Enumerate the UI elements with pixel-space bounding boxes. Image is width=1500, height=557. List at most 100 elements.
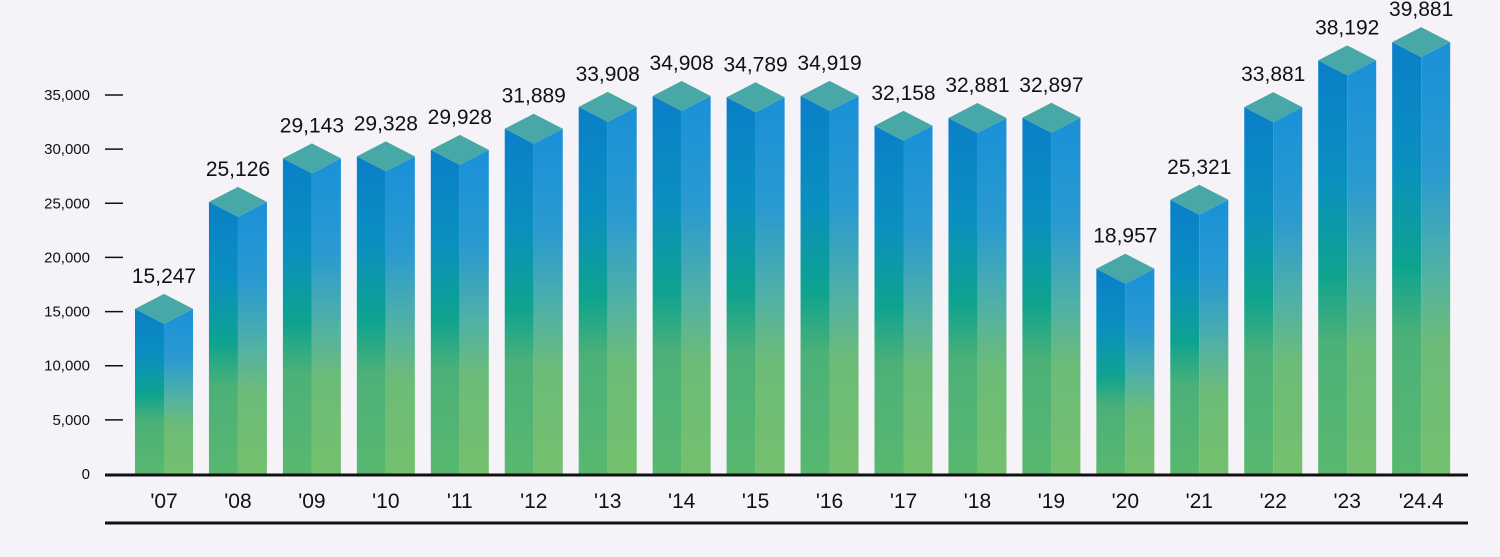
y-tick-label: 35,000 — [44, 87, 90, 104]
data-label: 38,192 — [1315, 16, 1379, 39]
data-label: 33,881 — [1241, 63, 1305, 86]
bar — [1096, 253, 1155, 474]
bar-top-cap — [1022, 102, 1081, 133]
data-label: 25,126 — [206, 158, 270, 181]
data-label: 34,908 — [650, 52, 714, 75]
data-label: 18,957 — [1093, 225, 1157, 248]
bar-top-cap — [1170, 184, 1229, 215]
y-tick-label: 25,000 — [44, 195, 90, 212]
bar-top-cap — [800, 80, 859, 111]
bar-face-left — [1244, 107, 1274, 474]
y-tick-label: 0 — [82, 466, 90, 483]
bar — [135, 293, 193, 474]
y-tick-label: 5,000 — [52, 412, 90, 429]
bar-top-cap — [282, 143, 341, 174]
bar-top-cap — [504, 113, 563, 144]
bar-face-left — [578, 106, 608, 474]
data-label: 33,908 — [576, 63, 640, 86]
y-tick-label: 15,000 — [44, 304, 90, 321]
bar-face-right — [1421, 42, 1451, 474]
data-label: 29,143 — [280, 114, 344, 137]
bar — [652, 80, 711, 475]
bar-face-right — [681, 95, 711, 475]
bar-face-right — [164, 308, 193, 474]
x-tick-label: '22 — [1260, 490, 1287, 513]
data-label: 32,881 — [945, 74, 1009, 97]
bar — [1318, 45, 1377, 474]
bar-face-right — [1051, 117, 1081, 474]
bar-top-cap — [726, 82, 785, 113]
bar-face-left — [356, 156, 386, 474]
bar — [800, 80, 859, 475]
bar-face-right — [1273, 107, 1303, 474]
x-tick-label: '08 — [224, 490, 251, 513]
bar-face-right — [1199, 199, 1229, 474]
bar — [948, 102, 1007, 474]
x-tick-label: '19 — [1038, 490, 1065, 513]
x-tick-label: '11 — [447, 490, 473, 513]
data-label: 34,919 — [797, 52, 861, 75]
bar-top-cap — [874, 110, 933, 141]
y-tick-label: 30,000 — [44, 141, 90, 158]
bar — [282, 143, 341, 474]
bar-face-left — [430, 149, 460, 474]
bar-face-right — [903, 125, 933, 474]
bar — [1170, 184, 1229, 474]
x-tick-label: '09 — [298, 490, 325, 513]
data-label: 32,897 — [1019, 74, 1083, 97]
x-tick-label: '16 — [816, 490, 843, 513]
x-tick-label: '24.4 — [1399, 490, 1444, 513]
x-tick-label: '13 — [594, 490, 621, 513]
bar-top-cap — [356, 141, 415, 172]
bar — [578, 91, 637, 474]
bar-face-left — [1170, 199, 1200, 474]
y-axis: 0 5,000 10,000 15,000 20,000 25,000 30,000 35,0… — [44, 87, 123, 483]
bar-top-cap — [430, 134, 489, 165]
x-tick-label: '12 — [520, 490, 547, 513]
x-tick-label: '17 — [890, 490, 917, 513]
x-tick-label: '14 — [668, 490, 696, 513]
bar-face-right — [1347, 60, 1377, 474]
x-tick-label: '07 — [150, 490, 177, 513]
bar-top-cap — [1096, 253, 1155, 284]
data-label: 29,928 — [428, 106, 492, 129]
bar-face-left — [1318, 60, 1348, 474]
bar-face-left — [1022, 117, 1052, 474]
bar-top-cap — [1244, 92, 1303, 123]
bar — [1392, 27, 1451, 474]
bar-face-right — [755, 97, 785, 475]
x-tick-label: '23 — [1334, 490, 1361, 513]
data-label: 39,881 — [1389, 0, 1453, 21]
bar-face-left — [504, 128, 534, 474]
bar-face-right — [533, 128, 563, 474]
bar-face-left — [208, 201, 238, 474]
bar-top-cap — [1318, 45, 1377, 76]
data-label: 34,789 — [723, 53, 787, 76]
bar — [356, 141, 415, 474]
bar-face-left — [726, 97, 756, 475]
bar-face-left — [800, 95, 830, 475]
data-label: 15,247 — [132, 265, 196, 288]
bar-face-left — [1096, 268, 1126, 474]
data-label: 31,889 — [502, 85, 566, 108]
bar-face-left — [948, 117, 978, 474]
bar-top-cap — [208, 186, 267, 217]
bar-top-cap — [1392, 27, 1451, 58]
x-tick-label: '18 — [964, 490, 991, 513]
bar-top-cap — [135, 293, 193, 324]
bar — [1022, 102, 1081, 474]
bar-face-right — [385, 156, 415, 474]
bar — [208, 186, 267, 474]
x-tick-label: '15 — [742, 490, 769, 513]
bar — [1244, 92, 1303, 474]
bar-face-right — [459, 149, 489, 474]
bar-face-left — [282, 158, 312, 474]
x-tick-label: '20 — [1112, 490, 1139, 513]
bar-face-right — [237, 201, 267, 474]
bar-face-right — [977, 117, 1007, 474]
bar — [874, 110, 933, 474]
bar-face-left — [1392, 42, 1422, 474]
data-label: 29,328 — [354, 112, 418, 135]
bar-face-left — [652, 95, 682, 475]
